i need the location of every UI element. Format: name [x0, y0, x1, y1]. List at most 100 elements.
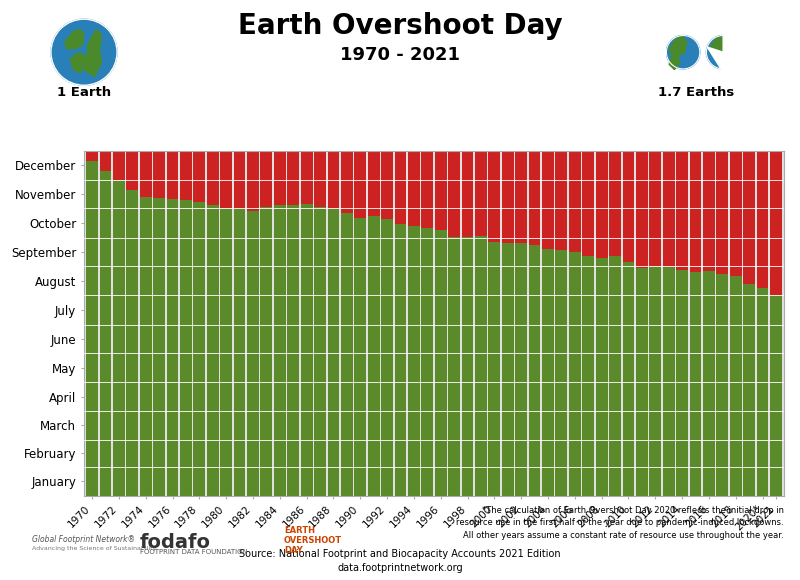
Bar	[529, 151, 541, 245]
Polygon shape	[70, 52, 84, 73]
Bar	[301, 151, 313, 204]
Bar	[489, 241, 500, 496]
Bar	[153, 198, 165, 496]
Bar	[140, 151, 151, 197]
Bar	[770, 295, 782, 496]
Bar	[422, 151, 433, 229]
Bar	[368, 216, 379, 496]
Bar	[234, 151, 246, 209]
Bar	[502, 242, 514, 496]
Bar	[99, 171, 111, 496]
Text: Advancing the Science of Sustainability: Advancing the Science of Sustainability	[32, 546, 156, 550]
Bar	[475, 151, 487, 236]
Bar	[86, 161, 98, 496]
Bar	[274, 205, 286, 496]
Bar	[166, 151, 178, 199]
Bar	[220, 151, 232, 208]
Bar	[636, 268, 648, 496]
Bar	[422, 229, 433, 496]
Bar	[327, 151, 339, 209]
Bar	[569, 151, 581, 252]
Bar	[662, 151, 674, 267]
Bar	[650, 266, 661, 496]
Bar	[690, 151, 702, 272]
Bar	[287, 205, 299, 496]
Bar	[341, 213, 353, 496]
Bar	[381, 151, 393, 219]
Bar	[126, 151, 138, 190]
Bar	[234, 209, 246, 496]
Bar	[247, 211, 259, 496]
Text: 1 Earth: 1 Earth	[57, 86, 111, 99]
Bar	[703, 271, 715, 496]
Bar	[113, 180, 125, 496]
Bar	[757, 151, 769, 288]
Text: fodafo: fodafo	[140, 533, 211, 552]
Text: 1.7 Earths: 1.7 Earths	[658, 86, 734, 99]
Text: FOOTPRINT DATA FOUNDATION: FOOTPRINT DATA FOUNDATION	[140, 549, 248, 555]
Bar	[368, 151, 379, 216]
Text: 1970 - 2021: 1970 - 2021	[340, 46, 460, 64]
Polygon shape	[710, 37, 726, 56]
Bar	[180, 200, 192, 496]
Bar	[99, 151, 111, 171]
Bar	[448, 151, 460, 237]
Text: Earth Overshoot Day: Earth Overshoot Day	[238, 12, 562, 40]
Polygon shape	[669, 54, 680, 70]
Bar	[194, 151, 206, 202]
Bar	[408, 151, 420, 226]
Bar	[126, 190, 138, 496]
Bar	[757, 288, 769, 496]
Bar	[314, 151, 326, 206]
Bar	[113, 151, 125, 180]
Bar	[140, 197, 151, 496]
Bar	[743, 151, 755, 284]
Bar	[153, 151, 165, 198]
Bar	[327, 209, 339, 496]
Bar	[609, 151, 621, 256]
Bar	[462, 237, 474, 496]
Bar	[717, 274, 728, 496]
Circle shape	[706, 35, 740, 69]
Bar	[166, 199, 178, 496]
Bar	[301, 204, 313, 496]
Bar	[314, 206, 326, 496]
Bar	[582, 151, 594, 256]
Bar	[650, 151, 661, 266]
Bar	[394, 151, 406, 224]
Circle shape	[666, 35, 700, 69]
Bar	[743, 284, 755, 496]
Bar	[502, 151, 514, 242]
Text: *The calculation of Earth Overshoot Day 2020 reflects the initial drop in
resour: *The calculation of Earth Overshoot Day …	[456, 506, 784, 540]
Text: EARTH
OVERSHOOT
DAY: EARTH OVERSHOOT DAY	[284, 525, 342, 556]
Bar	[569, 252, 581, 496]
Bar	[408, 226, 420, 496]
Bar	[555, 250, 567, 496]
Polygon shape	[65, 30, 84, 49]
Bar	[462, 151, 474, 237]
Bar	[261, 151, 272, 206]
Bar	[207, 205, 218, 496]
Bar	[676, 270, 688, 496]
Bar	[730, 276, 742, 496]
Bar	[636, 151, 648, 268]
Bar	[515, 244, 527, 496]
Bar	[435, 151, 446, 230]
Bar	[287, 151, 299, 205]
Polygon shape	[707, 32, 743, 72]
Bar	[717, 151, 728, 274]
Bar	[341, 151, 353, 213]
Bar	[489, 151, 500, 241]
Bar	[622, 151, 634, 262]
Bar	[676, 151, 688, 270]
Bar	[435, 230, 446, 496]
Bar	[475, 236, 487, 496]
Bar	[207, 151, 218, 205]
Bar	[596, 151, 607, 258]
Bar	[394, 224, 406, 496]
Bar	[381, 219, 393, 496]
Bar	[529, 245, 541, 496]
Bar	[247, 151, 259, 211]
Bar	[354, 151, 366, 218]
Bar	[194, 202, 206, 496]
